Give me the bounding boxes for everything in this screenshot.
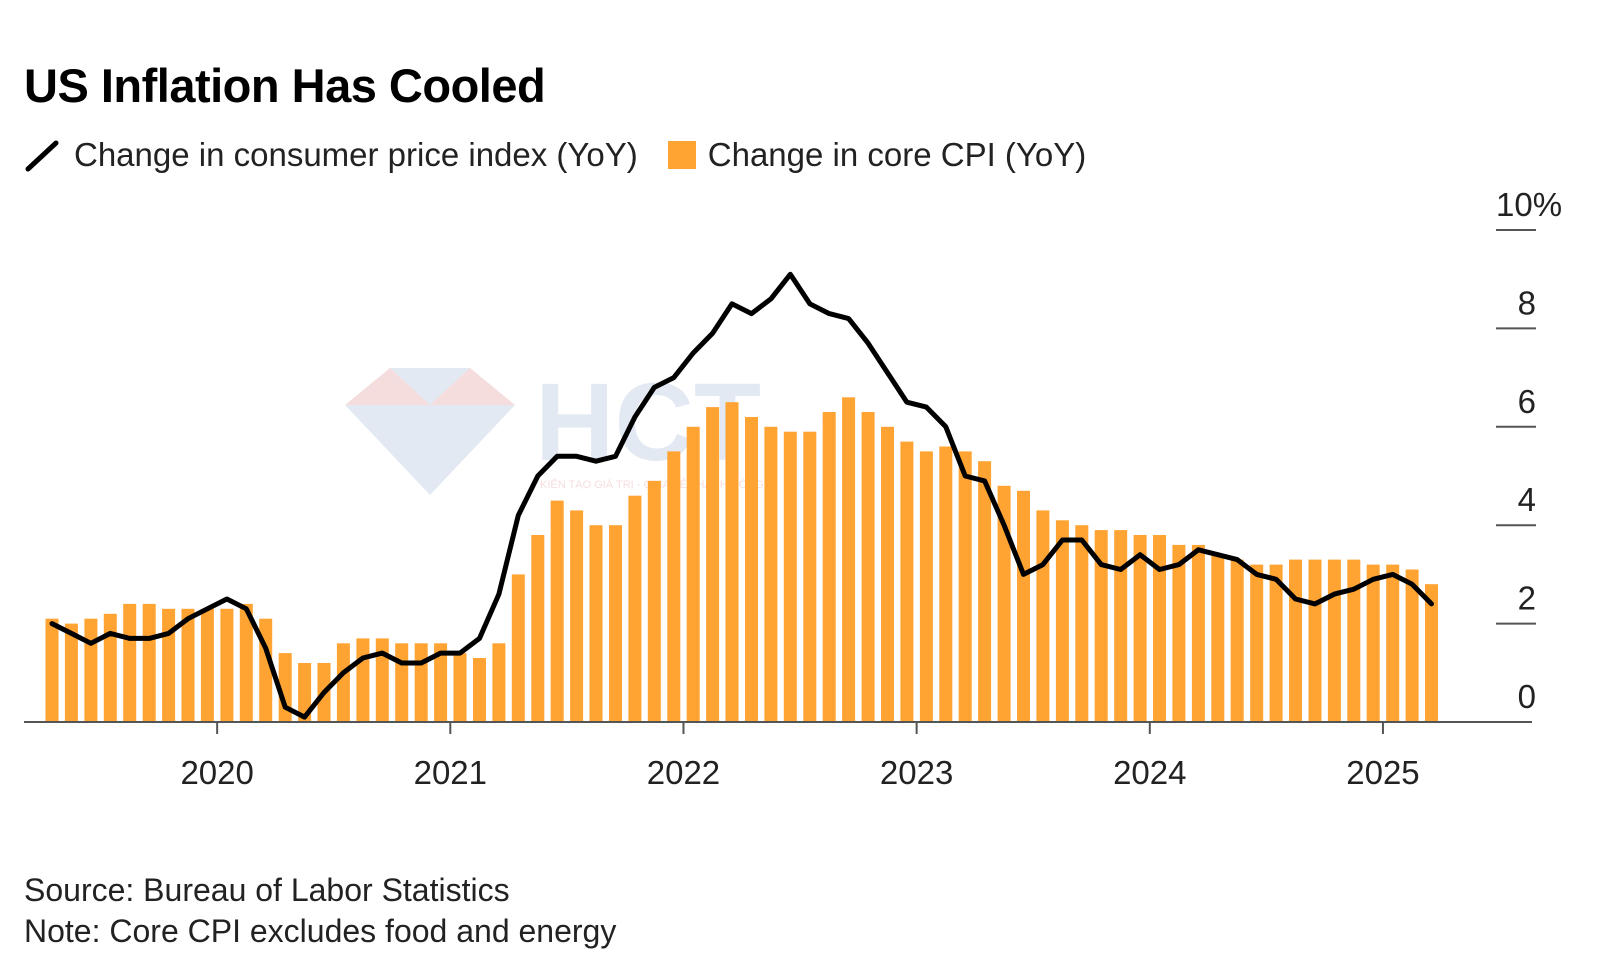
bar [1133,535,1147,722]
bar [706,407,720,722]
bar [1036,510,1050,722]
bar [1094,530,1108,722]
y-tick-label: 4 [1518,481,1536,518]
bar [336,643,350,722]
bar [803,431,817,722]
bar [745,417,758,722]
bar [1405,569,1419,722]
bar [239,603,253,722]
bar [181,608,195,722]
bar [434,643,448,722]
bar [1386,564,1400,722]
y-tick-label: 6 [1518,383,1536,420]
bar [64,623,78,722]
bar [356,638,370,722]
chart-title: US Inflation Has Cooled [24,59,546,112]
bar [1075,525,1089,722]
bar [570,510,584,722]
bar [511,574,525,722]
bar [1269,564,1283,722]
legend-box-icon [667,141,696,169]
x-tick-label: 2024 [1113,754,1186,791]
bar [45,618,59,722]
bar [1055,520,1069,722]
bar [1366,564,1380,722]
bar [1289,559,1302,722]
cpi-line [49,271,1434,720]
bar [1327,559,1341,722]
bar [1114,530,1128,722]
x-tick-label: 2022 [647,754,720,791]
bar [1250,564,1264,722]
legend-label-core: Change in core CPI (YoY) [707,136,1087,173]
bar [395,643,409,722]
legend: Change in consumer price index (YoY) Cha… [24,135,1116,175]
legend-item-cpi: Change in consumer price index (YoY) [24,135,638,175]
y-tick-label: 10% [1496,186,1562,223]
bar [220,608,234,722]
bar [822,412,836,722]
x-tick-label: 2021 [414,754,487,791]
bar [473,658,486,722]
bar [667,451,681,722]
bar [589,525,603,722]
bar [1425,584,1438,722]
bar [783,431,797,722]
legend-line-icon [25,140,59,172]
bar [842,397,856,722]
bar [123,603,137,722]
y-tick-label: 2 [1518,580,1536,617]
bar [686,426,700,722]
bar [881,426,894,722]
legend-label-cpi: Change in consumer price index (YoY) [74,136,638,173]
legend-item-core: Change in core CPI (YoY) [667,136,1087,174]
bar [453,653,467,722]
bar [414,643,428,722]
bar [939,446,953,722]
bar [1017,490,1030,722]
bar [162,608,176,722]
bar [919,451,933,722]
bar [1153,535,1166,722]
bar [492,643,506,722]
bar [84,618,98,722]
bar [764,426,778,722]
bar [978,461,992,722]
bar [958,451,972,722]
bar [900,441,914,722]
bar [725,402,739,722]
x-tick-label: 2023 [880,754,953,791]
bar [200,608,214,722]
bar [375,638,389,722]
bar [1191,544,1205,722]
bar [298,663,312,722]
bar [997,485,1011,722]
bar [1308,559,1322,722]
bar [142,603,156,722]
footnote: Note: Core CPI excludes food and energy [24,913,617,949]
bar [1211,554,1225,722]
bar [103,613,117,722]
bar [550,500,564,722]
footer: Source: Bureau of Labor Statistics Note:… [24,870,616,952]
bar [628,495,642,722]
y-tick-label: 8 [1518,284,1536,321]
y-tick-label: 0 [1518,678,1536,715]
bar [1172,544,1186,722]
bar [609,525,622,722]
bar [647,480,661,722]
bar [1230,559,1244,722]
bar [861,412,875,722]
x-tick-label: 2025 [1346,754,1419,791]
bar [1347,559,1361,722]
bar [531,535,545,722]
x-tick-label: 2020 [180,754,253,791]
source-note: Source: Bureau of Labor Statistics [24,872,510,908]
